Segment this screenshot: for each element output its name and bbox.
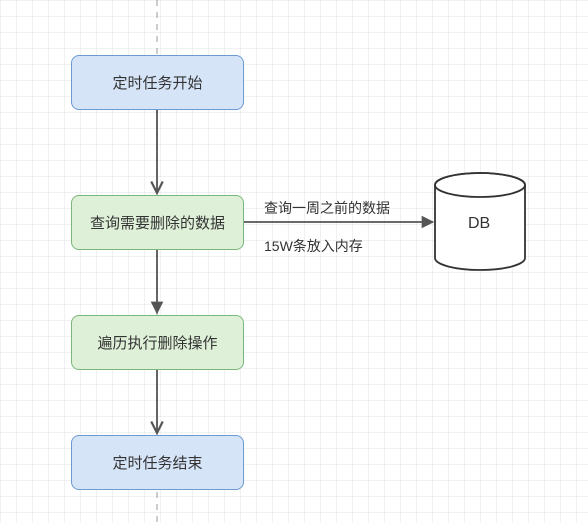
node-label: 遍历执行删除操作 [97,332,217,353]
node-db-label: DB [468,215,490,233]
node-start: 定时任务开始 [71,55,244,110]
diagram-canvas: 定时任务开始 查询需要删除的数据 遍历执行删除操作 定时任务结束 DB 查询一周… [0,0,588,523]
node-iterate: 遍历执行删除操作 [71,315,244,370]
edge-label-bottom: 15W条放入内存 [264,236,363,256]
node-label: 定时任务开始 [112,72,202,93]
node-end: 定时任务结束 [71,435,244,490]
node-label: 查询需要删除的数据 [90,212,225,233]
node-label: 定时任务结束 [112,452,202,473]
node-query: 查询需要删除的数据 [71,195,244,250]
edge-label-top: 查询一周之前的数据 [264,198,390,218]
